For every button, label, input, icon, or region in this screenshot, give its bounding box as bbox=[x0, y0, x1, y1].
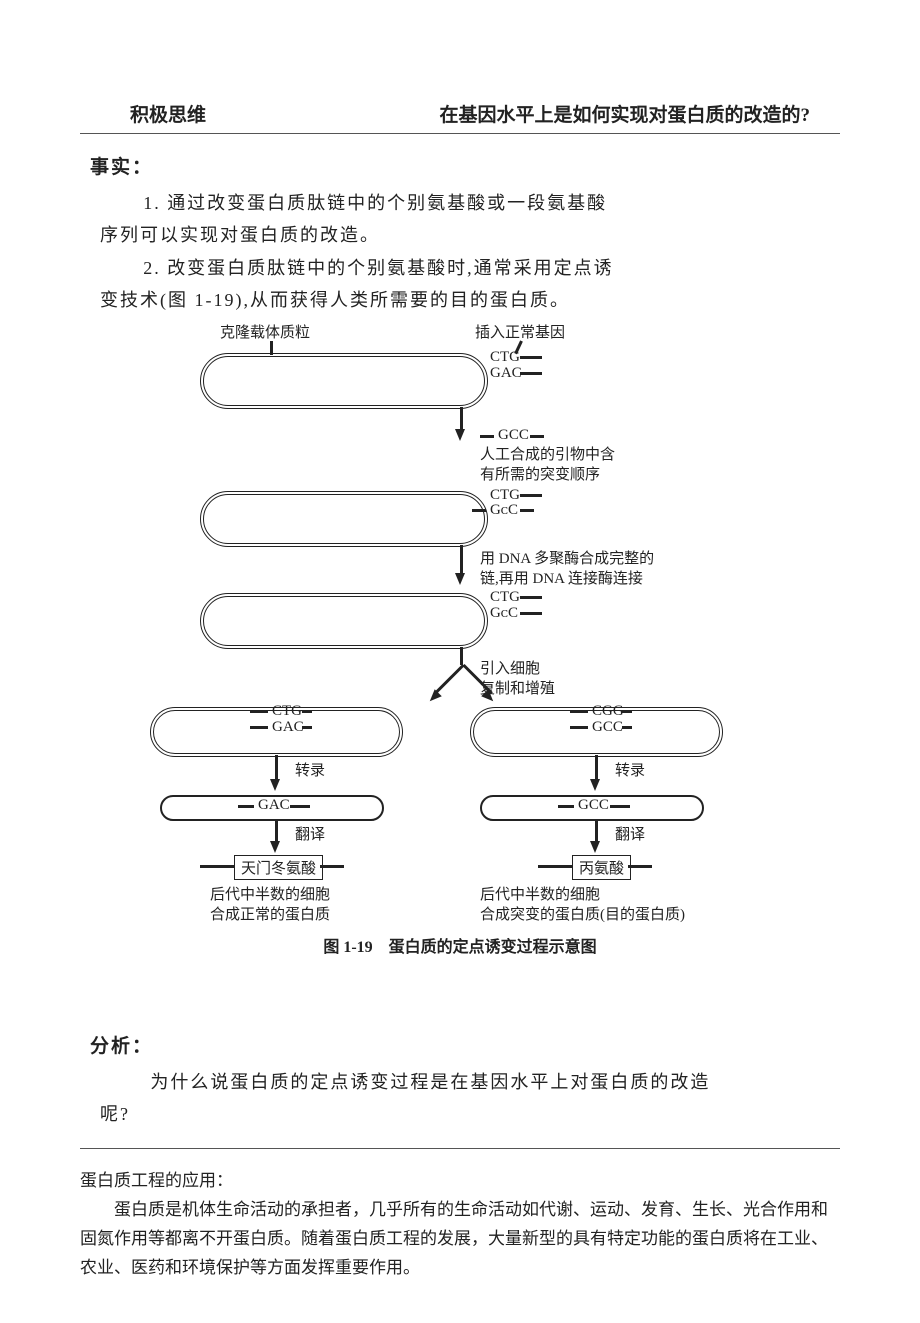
footer-block: 蛋白质工程的应用： 蛋白质是机体生命活动的承担者，几乎所有的生命活动如代谢、运动… bbox=[80, 1167, 840, 1283]
codon-gcc-4r: GCC bbox=[592, 719, 623, 736]
branch-line bbox=[434, 664, 464, 694]
seq-bar bbox=[622, 710, 632, 713]
codon-gac-4l: GAC bbox=[272, 719, 304, 736]
plasmid-1 bbox=[200, 353, 488, 409]
header-left: 积极思维 bbox=[80, 100, 206, 127]
arrow-head bbox=[455, 573, 465, 585]
fact-2-line1: 2. 改变蛋白质肽链中的个别氨基酸时,通常采用定点诱 bbox=[100, 252, 730, 284]
arrow-stem bbox=[595, 821, 598, 843]
caption-left-2: 合成正常的蛋白质 bbox=[210, 905, 330, 925]
label-transcribe-right: 转录 bbox=[615, 761, 645, 781]
arrow-head bbox=[270, 841, 280, 853]
header-divider bbox=[80, 133, 840, 134]
bottom-divider bbox=[80, 1148, 840, 1149]
codon-gcc-3: GᴄC bbox=[490, 605, 518, 622]
arrow-head bbox=[270, 779, 280, 791]
arrow-stem bbox=[460, 407, 463, 431]
arrow-stem bbox=[275, 755, 278, 781]
plasmid-2 bbox=[200, 491, 488, 547]
arrow-stem bbox=[460, 545, 463, 575]
seq-bar bbox=[302, 710, 312, 713]
seq-bar bbox=[520, 494, 542, 497]
step1-text: 人工合成的引物中含 有所需的突变顺序 bbox=[480, 445, 615, 486]
footer-title: 蛋白质工程的应用： bbox=[80, 1167, 840, 1196]
facts-block: 1. 通过改变蛋白质肽链中的个别氨基酸或一段氨基酸 序列可以实现对蛋白质的改造。… bbox=[100, 187, 730, 317]
seq-bar bbox=[520, 372, 542, 375]
caption-left-1: 后代中半数的细胞 bbox=[210, 885, 330, 905]
label-transcribe-left: 转录 bbox=[295, 761, 325, 781]
primer-bar bbox=[530, 435, 544, 438]
diagram-figure: 克隆载体质粒 插入正常基因 CTG GAC GCC 人工合成的引物中含 有所需的… bbox=[150, 323, 770, 1023]
fact-2-line2: 变技术(图 1-19),从而获得人类所需要的目的蛋白质。 bbox=[100, 284, 730, 316]
header: 积极思维 在基因水平上是如何实现对蛋白质的改造的? bbox=[80, 100, 840, 127]
arrow-head bbox=[590, 779, 600, 791]
seq-bar bbox=[302, 726, 312, 729]
caption-right-2: 合成突变的蛋白质(目的蛋白质) bbox=[480, 905, 685, 925]
primer-bar bbox=[520, 509, 534, 512]
label-clone-vector: 克隆载体质粒 bbox=[220, 323, 310, 343]
seq-bar bbox=[622, 726, 632, 729]
arrow-stem bbox=[595, 755, 598, 781]
peptide-bar bbox=[538, 865, 572, 868]
codon-gcc-rna: GCC bbox=[578, 797, 609, 814]
arrow-head bbox=[455, 429, 465, 441]
arrow-stem bbox=[275, 821, 278, 843]
step2-text: 用 DNA 多聚酶合成完整的 链,再用 DNA 连接酶连接 bbox=[480, 549, 654, 590]
plasmid-3 bbox=[200, 593, 488, 649]
codon-ctg-1: CTG bbox=[490, 349, 520, 366]
label-translate-left: 翻译 bbox=[295, 825, 325, 845]
peptide-bar bbox=[628, 865, 652, 868]
analysis-p: 为什么说蛋白质的定点诱变过程是在基因水平上对蛋白质的改造呢? bbox=[100, 1066, 740, 1131]
label-translate-right: 翻译 bbox=[615, 825, 645, 845]
aa-left: 天门冬氨酸 bbox=[234, 855, 323, 880]
arrow-head bbox=[590, 841, 600, 853]
caption-right-1: 后代中半数的细胞 bbox=[480, 885, 600, 905]
seq-bar bbox=[610, 805, 630, 808]
seq-bar bbox=[570, 710, 588, 713]
seq-bar bbox=[570, 726, 588, 729]
seq-bar bbox=[520, 612, 542, 615]
analysis-block: 为什么说蛋白质的定点诱变过程是在基因水平上对蛋白质的改造呢? bbox=[100, 1066, 740, 1131]
aa-right: 丙氨酸 bbox=[572, 855, 631, 880]
primer-bar bbox=[480, 435, 494, 438]
peptide-bar bbox=[320, 865, 344, 868]
facts-title: 事实： bbox=[90, 152, 840, 179]
codon-gcc-primer: GCC bbox=[498, 427, 529, 444]
arrow-stem bbox=[460, 647, 463, 665]
codon-gac-rna: GAC bbox=[258, 797, 290, 814]
seq-bar bbox=[520, 356, 542, 359]
figure-caption: 图 1-19 蛋白质的定点诱变过程示意图 bbox=[150, 937, 770, 959]
seq-bar bbox=[558, 805, 574, 808]
analysis-title: 分析： bbox=[90, 1031, 840, 1058]
primer-bar bbox=[472, 509, 486, 512]
header-right: 在基因水平上是如何实现对蛋白质的改造的? bbox=[439, 100, 840, 127]
seq-bar bbox=[520, 596, 542, 599]
seq-bar bbox=[250, 710, 268, 713]
fact-1-line2: 序列可以实现对蛋白质的改造。 bbox=[100, 219, 730, 251]
seq-bar bbox=[250, 726, 268, 729]
peptide-bar bbox=[200, 865, 234, 868]
codon-gcc-2: GᴄC bbox=[490, 502, 518, 519]
seq-bar bbox=[238, 805, 254, 808]
codon-ctg-3: CTG bbox=[490, 589, 520, 606]
seq-bar bbox=[290, 805, 310, 808]
fact-1-line1: 1. 通过改变蛋白质肽链中的个别氨基酸或一段氨基酸 bbox=[100, 187, 730, 219]
codon-cgg-4r: CGG bbox=[592, 703, 624, 720]
codon-gac-1: GAC bbox=[490, 365, 522, 382]
footer-body: 蛋白质是机体生命活动的承担者，几乎所有的生命活动如代谢、运动、发育、生长、光合作… bbox=[80, 1196, 840, 1283]
codon-ctg-4l: CTG bbox=[272, 703, 302, 720]
